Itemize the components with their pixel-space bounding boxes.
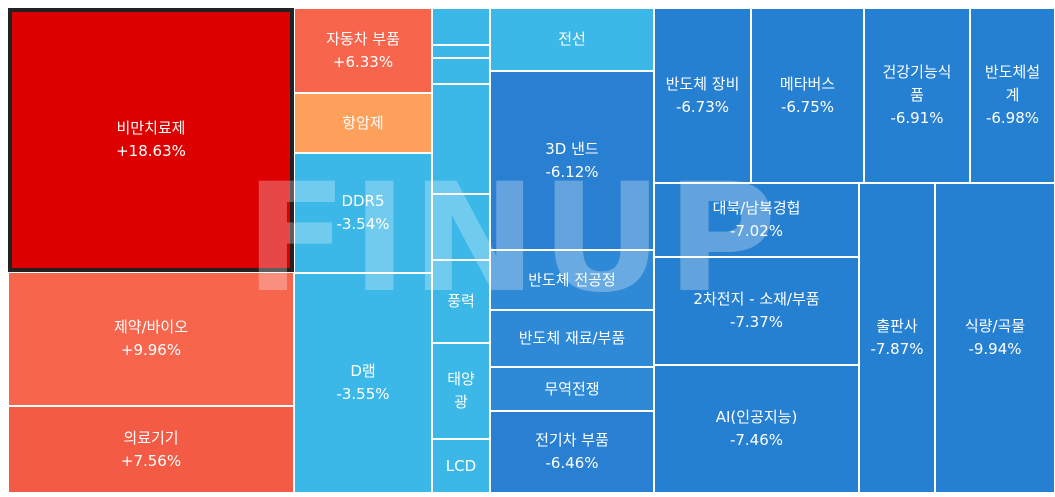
tile-대북남북경협[interactable]: 대북/남북경협 -7.02%: [654, 183, 859, 257]
tile-name: 제약/바이오: [113, 318, 189, 336]
tile-항암제[interactable]: 항암제: [294, 93, 432, 153]
tile-출판사[interactable]: 출판사 -7.87%: [859, 183, 935, 493]
tile-의료기기[interactable]: 의료기기 +7.56%: [8, 406, 294, 493]
tile-반도체-재료부품[interactable]: 반도체 재료/부품: [490, 310, 654, 367]
tile-3D-낸드[interactable]: 3D 낸드 -6.12%: [490, 71, 654, 250]
tile-전기차-부품[interactable]: 전기차 부품 -6.46%: [490, 411, 654, 493]
tile-name: 건강기능식 품: [882, 63, 952, 104]
tile-무역전쟁[interactable]: 무역전쟁: [490, 367, 654, 411]
tile-2차전지---소재부품[interactable]: 2차전지 - 소재/부품 -7.37%: [654, 257, 859, 365]
tile-태양-광[interactable]: 태양 광: [432, 343, 490, 439]
tile-메타버스[interactable]: 메타버스 -6.75%: [751, 8, 864, 183]
tile-D램[interactable]: D램 -3.55%: [294, 273, 432, 493]
tile-name: 식량/곡물: [964, 317, 1026, 335]
tile-name: 3D 낸드: [545, 139, 599, 158]
tile-name: 반도체 장비: [665, 74, 740, 93]
tile-자동차-부품[interactable]: 자동차 부품 +6.33%: [294, 8, 432, 93]
tile-change: -3.55%: [336, 385, 390, 403]
tile-change: -6.73%: [675, 97, 730, 116]
tile-풍력[interactable]: 풍력: [432, 260, 490, 343]
tile-change: -7.87%: [870, 340, 924, 358]
tile-건강기능식-품[interactable]: 건강기능식 품 -6.91%: [864, 8, 970, 183]
tile-name: 풍력: [447, 292, 475, 310]
tile-name: 자동차 부품: [326, 29, 400, 48]
tile-name: 전선: [558, 30, 586, 48]
tile-name: DDR5: [341, 192, 385, 210]
tile-LCD[interactable]: LCD: [432, 439, 490, 493]
tile-제약바이오[interactable]: 제약/바이오 +9.96%: [8, 272, 294, 406]
tile-AI인공지능[interactable]: AI(인공지능) -7.46%: [654, 365, 859, 493]
tile-change: +7.56%: [120, 451, 182, 470]
tile-name: 대북/남북경협: [712, 199, 801, 217]
tile-name: AI(인공지능): [715, 408, 798, 426]
tile-DDR5[interactable]: DDR5 -3.54%: [294, 153, 432, 273]
tile-unlabeled-10[interactable]: [432, 84, 490, 194]
tile-change: -7.37%: [729, 313, 784, 331]
tile-name: 무역전쟁: [544, 379, 600, 398]
tile-change: -6.75%: [780, 97, 835, 116]
tile-name: 2차전지 - 소재/부품: [693, 290, 820, 308]
tile-unlabeled-9[interactable]: [432, 58, 490, 84]
tile-name: 출판사: [876, 317, 918, 335]
tile-name: 반도체 전공정: [528, 270, 616, 289]
tile-change: -7.46%: [729, 431, 784, 449]
tile-unlabeled-11[interactable]: [432, 194, 490, 260]
tile-change: -7.02%: [729, 222, 784, 240]
tile-change: -9.94%: [968, 340, 1022, 358]
tile-unlabeled-8[interactable]: [432, 45, 490, 58]
tile-name: 전기차 부품: [535, 431, 609, 449]
tile-change: +6.33%: [332, 52, 394, 71]
tile-name: 항암제: [342, 113, 384, 132]
tile-unlabeled-7[interactable]: [432, 8, 490, 45]
tile-name: 의료기기: [123, 428, 179, 447]
tile-change: -6.12%: [545, 162, 599, 181]
tile-name: D램: [350, 362, 376, 380]
tile-change: -6.91%: [890, 109, 944, 127]
tile-change: +9.96%: [120, 341, 182, 359]
tile-반도체-장비[interactable]: 반도체 장비 -6.73%: [654, 8, 751, 183]
tile-change: +18.63%: [116, 142, 186, 160]
tile-비만치료제[interactable]: 비만치료제 +18.63%: [8, 8, 294, 272]
tile-change: -6.46%: [545, 454, 599, 472]
tile-change: -6.98%: [985, 109, 1040, 127]
tile-name: LCD: [445, 456, 477, 475]
tile-name: 메타버스: [779, 74, 836, 93]
tile-change: -3.54%: [336, 215, 390, 233]
tile-전선[interactable]: 전선: [490, 8, 654, 71]
tile-반도체설-계[interactable]: 반도체설 계 -6.98%: [970, 8, 1055, 183]
tile-name: 태양 광: [447, 370, 475, 411]
tile-name: 반도체 재료/부품: [518, 329, 626, 347]
tile-name: 반도체설 계: [984, 63, 1041, 104]
tile-name: 비만치료제: [116, 119, 186, 137]
tile-반도체-전공정[interactable]: 반도체 전공정: [490, 250, 654, 310]
tile-식량곡물[interactable]: 식량/곡물 -9.94%: [935, 183, 1055, 493]
